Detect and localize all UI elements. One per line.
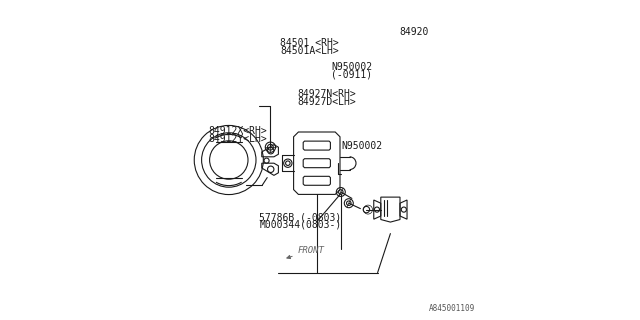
Text: (-0911): (-0911) — [332, 69, 372, 80]
Text: 84920: 84920 — [399, 27, 429, 37]
Text: 84912Y<LH>: 84912Y<LH> — [208, 133, 267, 144]
Text: A845001109: A845001109 — [429, 304, 475, 313]
Text: N950002: N950002 — [332, 62, 372, 72]
Text: 84927D<LH>: 84927D<LH> — [298, 97, 356, 107]
Text: 57786B (-0803): 57786B (-0803) — [259, 212, 342, 223]
Text: 84501A<LH>: 84501A<LH> — [280, 46, 339, 56]
Text: 84501 <RH>: 84501 <RH> — [280, 38, 339, 48]
Text: N950002: N950002 — [342, 140, 383, 151]
Text: 84912X<RH>: 84912X<RH> — [208, 126, 267, 136]
Text: M000344(0803-): M000344(0803-) — [259, 220, 342, 230]
Text: FRONT: FRONT — [287, 246, 324, 259]
Text: 84927N<RH>: 84927N<RH> — [298, 89, 356, 100]
